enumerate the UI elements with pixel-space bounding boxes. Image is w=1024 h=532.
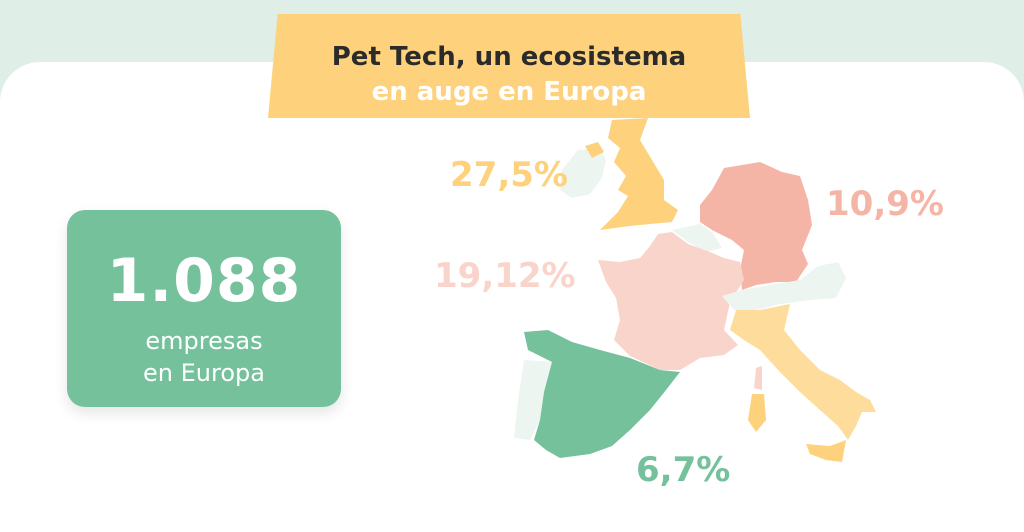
france-percentage: 19,12% — [434, 256, 576, 296]
northern-ireland-shape — [585, 142, 604, 158]
belgium-shape — [672, 224, 722, 252]
company-count-value: 1.088 — [106, 246, 302, 316]
title-banner: Pet Tech, un ecosistema en auge en Europ… — [268, 14, 750, 118]
germany-percentage: 10,9% — [826, 184, 944, 224]
company-count-card: 1.088 empresas en Europa — [67, 210, 341, 407]
title-line-1: Pet Tech, un ecosistema — [331, 42, 687, 72]
germany-shape — [700, 162, 812, 290]
uk-shape — [600, 118, 678, 230]
ireland-shape — [560, 148, 606, 198]
france-shape — [598, 232, 744, 370]
corsica-shape — [754, 366, 762, 390]
portugal-shape — [514, 360, 552, 440]
uk-percentage: 27,5% — [450, 155, 568, 195]
company-count-label-1: empresas — [145, 327, 263, 355]
switzerland-austria-shape — [722, 262, 846, 310]
company-count-label-2: en Europa — [143, 359, 265, 387]
italy-shape — [730, 304, 876, 440]
spain-shape — [524, 330, 680, 458]
europe-map — [514, 118, 876, 462]
sicily-shape — [806, 440, 846, 462]
title-line-2: en auge en Europa — [371, 77, 647, 107]
spain-percentage: 6,7% — [636, 450, 731, 490]
sardinia-shape — [748, 394, 766, 432]
